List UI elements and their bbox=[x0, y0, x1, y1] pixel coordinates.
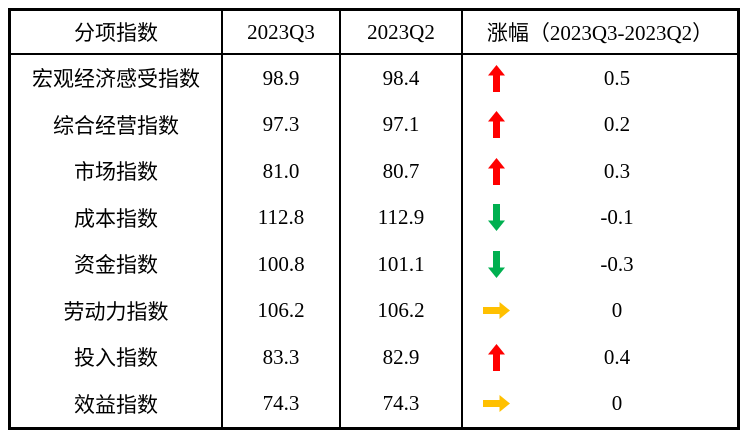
q3-value: 83.3 bbox=[223, 334, 341, 381]
q3-value: 98.9 bbox=[223, 55, 341, 102]
trend-arrow-icon bbox=[481, 63, 511, 93]
change-value: -0.1 bbox=[600, 205, 634, 230]
change-value: 0.4 bbox=[603, 344, 631, 369]
change-value: 0 bbox=[611, 391, 623, 416]
q2-value: 74.3 bbox=[341, 380, 463, 427]
index-table: 分项指数 2023Q3 2023Q2 涨幅（2023Q3-2023Q2） 宏观经… bbox=[8, 8, 740, 430]
change-value: 0.3 bbox=[603, 158, 631, 183]
header-2023q3: 2023Q3 bbox=[223, 11, 341, 55]
row-label: 宏观经济感受指数 bbox=[11, 55, 223, 102]
change-cell: 0.4 bbox=[463, 334, 737, 381]
q3-value: 100.8 bbox=[223, 241, 341, 288]
trend-arrow-icon bbox=[481, 110, 511, 140]
change-cell: 0.3 bbox=[463, 148, 737, 195]
header-2023q2: 2023Q2 bbox=[341, 11, 463, 55]
row-label: 成本指数 bbox=[11, 194, 223, 241]
q3-value: 112.8 bbox=[223, 194, 341, 241]
q3-value: 74.3 bbox=[223, 380, 341, 427]
row-label: 效益指数 bbox=[11, 380, 223, 427]
q2-value: 112.9 bbox=[341, 194, 463, 241]
trend-arrow-icon bbox=[481, 156, 511, 186]
trend-arrow-icon bbox=[481, 249, 511, 279]
change-cell: -0.3 bbox=[463, 241, 737, 288]
q2-value: 97.1 bbox=[341, 101, 463, 148]
header-change: 涨幅（2023Q3-2023Q2） bbox=[463, 11, 737, 55]
row-label: 市场指数 bbox=[11, 148, 223, 195]
trend-arrow-icon bbox=[481, 342, 511, 372]
q2-value: 101.1 bbox=[341, 241, 463, 288]
row-label: 劳动力指数 bbox=[11, 287, 223, 334]
change-cell: 0 bbox=[463, 381, 737, 428]
change-value: 0.5 bbox=[603, 65, 631, 90]
change-value: 0.2 bbox=[603, 112, 631, 137]
header-index-name: 分项指数 bbox=[11, 11, 223, 55]
q2-value: 106.2 bbox=[341, 287, 463, 334]
change-cell: 0.2 bbox=[463, 102, 737, 149]
q2-value: 98.4 bbox=[341, 55, 463, 102]
row-label: 投入指数 bbox=[11, 334, 223, 381]
change-value: 0 bbox=[611, 298, 623, 323]
row-label: 综合经营指数 bbox=[11, 101, 223, 148]
q3-value: 106.2 bbox=[223, 287, 341, 334]
q2-value: 82.9 bbox=[341, 334, 463, 381]
trend-arrow-icon bbox=[481, 296, 511, 326]
trend-arrow-icon bbox=[481, 203, 511, 233]
change-cell: 0.5 bbox=[463, 55, 737, 102]
q3-value: 97.3 bbox=[223, 101, 341, 148]
trend-arrow-icon bbox=[481, 389, 511, 419]
change-value: -0.3 bbox=[600, 251, 634, 276]
change-cell: -0.1 bbox=[463, 195, 737, 242]
change-cell: 0 bbox=[463, 288, 737, 335]
q3-value: 81.0 bbox=[223, 148, 341, 195]
q2-value: 80.7 bbox=[341, 148, 463, 195]
row-label: 资金指数 bbox=[11, 241, 223, 288]
